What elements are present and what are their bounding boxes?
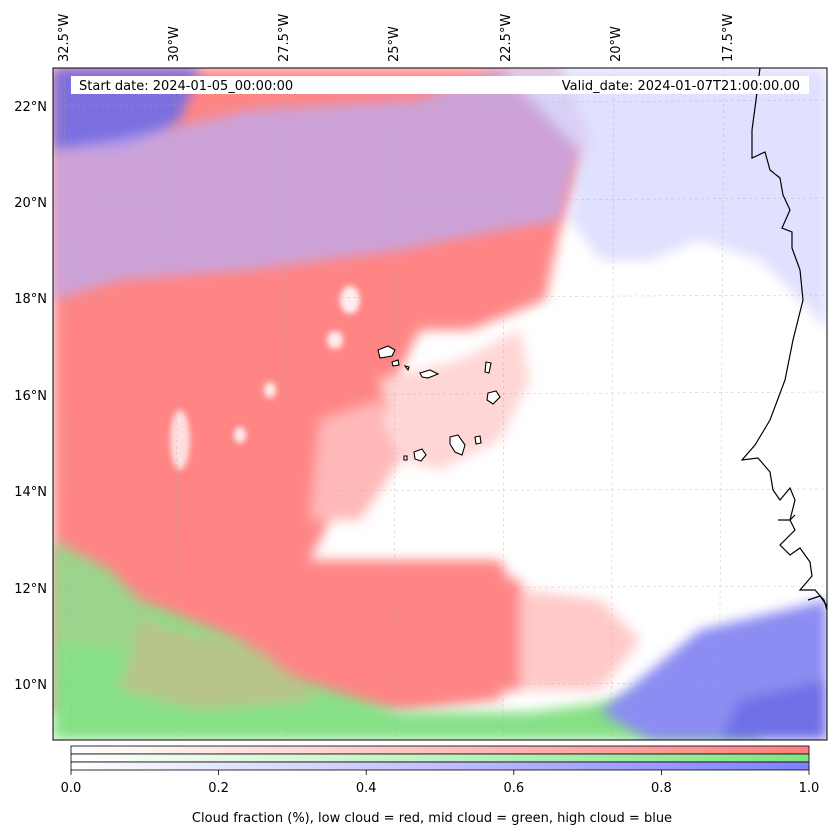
lat-label-12n: 12°N bbox=[14, 582, 47, 597]
africa-coastline bbox=[740, 68, 827, 611]
island-maio bbox=[474, 435, 482, 445]
colorbar-tick-3: 0.6 bbox=[503, 781, 524, 796]
lat-label-22n: 22°N bbox=[14, 100, 47, 115]
lon-label-27-5w: 27.5°W bbox=[277, 14, 292, 62]
island-santiago bbox=[449, 434, 466, 456]
colorbar-tick-2: 0.4 bbox=[356, 781, 377, 796]
map-frame bbox=[52, 67, 828, 741]
gridlines bbox=[53, 68, 827, 740]
lat-label-14n: 14°N bbox=[14, 485, 47, 500]
latitude-labels: 22°N 20°N 18°N 16°N 14°N 12°N 10°N bbox=[14, 100, 47, 693]
longitude-labels: 32.5°W 30°W 27.5°W 25°W 22.5°W 20°W 17.5… bbox=[57, 14, 736, 62]
colorbar-low-cloud bbox=[70, 745, 810, 755]
clear-patches bbox=[170, 286, 360, 470]
island-sao-nicolau bbox=[419, 369, 440, 379]
mid-cloud-region bbox=[53, 540, 760, 740]
colorbar-ticks bbox=[70, 770, 810, 775]
valid-date-label: Valid_date: 2024-01-07T21:00:00.00 bbox=[562, 79, 800, 94]
island-santa-luzia bbox=[403, 365, 410, 372]
lat-label-10n: 10°N bbox=[14, 678, 47, 693]
lon-label-32-5w: 32.5°W bbox=[57, 14, 72, 62]
lon-label-25w: 25°W bbox=[387, 26, 402, 62]
island-fogo bbox=[413, 448, 427, 462]
cloud-field bbox=[53, 68, 827, 740]
colorbar-tick-4: 0.8 bbox=[651, 781, 672, 796]
island-sao-vicente bbox=[391, 359, 400, 367]
lon-label-22-5w: 22.5°W bbox=[499, 14, 514, 62]
island-santo-antao bbox=[377, 345, 396, 359]
island-sal bbox=[484, 361, 492, 374]
island-boa-vista bbox=[486, 390, 501, 405]
colorbar-tick-1: 0.2 bbox=[208, 781, 229, 796]
colorbar: 0.0 0.2 0.4 0.6 0.8 1.0 Cloud fraction (… bbox=[61, 745, 820, 826]
lon-label-30w: 30°W bbox=[167, 26, 182, 62]
lon-label-17-5w: 17.5°W bbox=[721, 14, 736, 62]
lat-label-16n: 16°N bbox=[14, 389, 47, 404]
colorbar-tick-5: 1.0 bbox=[799, 781, 820, 796]
lat-label-20n: 20°N bbox=[14, 196, 47, 211]
colorbar-high-cloud bbox=[70, 761, 810, 771]
cape-verde-islands bbox=[377, 345, 501, 462]
date-header-background bbox=[71, 76, 809, 94]
colorbar-mid-cloud bbox=[70, 753, 810, 763]
lon-label-20w: 20°W bbox=[609, 26, 624, 62]
coastlines bbox=[740, 68, 827, 611]
colorbar-tick-0: 0.0 bbox=[61, 781, 82, 796]
high-cloud-region bbox=[53, 68, 827, 740]
start-date-label: Start date: 2024-01-05_00:00:00 bbox=[79, 79, 293, 94]
lat-label-18n: 18°N bbox=[14, 292, 47, 307]
island-brava bbox=[403, 455, 408, 461]
colorbar-title: Cloud fraction (%), low cloud = red, mid… bbox=[192, 811, 672, 826]
